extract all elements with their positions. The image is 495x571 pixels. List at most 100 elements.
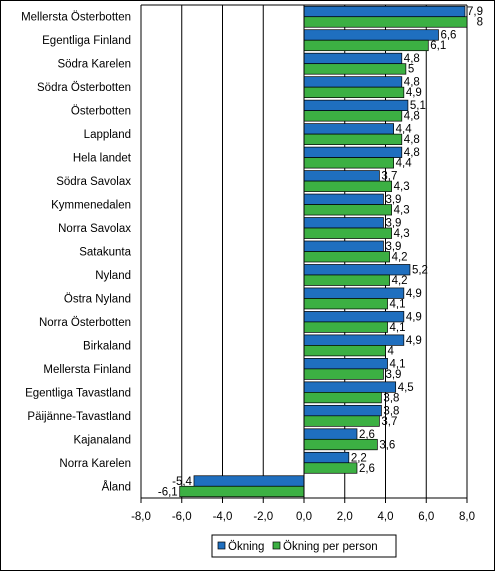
data-label: 3,8 xyxy=(383,405,399,417)
category-label: Egentliga Finland xyxy=(42,35,131,47)
bar-okning-per-person xyxy=(303,133,403,145)
data-label: 3,7 xyxy=(381,416,397,428)
bar-okning xyxy=(303,358,388,370)
bar-okning xyxy=(303,264,411,276)
bar-okning xyxy=(303,451,350,464)
bar-okning xyxy=(303,193,384,205)
category-label: Mellersta Finland xyxy=(43,364,131,376)
data-label: 4,9 xyxy=(406,311,422,323)
data-label: 4,1 xyxy=(390,358,406,370)
bar-okning-per-person xyxy=(303,63,407,75)
data-label: 3,9 xyxy=(385,194,401,206)
data-label: 4,3 xyxy=(394,228,410,240)
bar-okning-per-person xyxy=(303,16,468,28)
category-label: Egentliga Tavastland xyxy=(25,387,131,399)
data-label: 4,9 xyxy=(406,87,422,99)
bar-okning-per-person xyxy=(303,392,382,404)
data-label: 5 xyxy=(408,64,414,76)
data-label: 4,8 xyxy=(404,53,420,65)
category-label: Södra Savolax xyxy=(56,176,131,188)
bar-okning-per-person xyxy=(303,345,386,357)
bar-okning-per-person xyxy=(303,39,429,52)
x-tick-label: 8,0 xyxy=(459,511,475,523)
data-label: 4,1 xyxy=(390,298,406,310)
x-tick-label: -2,0 xyxy=(253,511,273,523)
bar-okning-per-person xyxy=(303,251,390,263)
bar-okning xyxy=(303,170,380,182)
bar-okning-per-person xyxy=(303,438,378,451)
category-label: Norra Österbotten xyxy=(39,317,131,329)
data-label: 4,8 xyxy=(404,134,420,146)
bar-okning-per-person xyxy=(303,110,403,122)
category-label: Södra Karelen xyxy=(57,59,131,71)
bar-okning-per-person xyxy=(303,180,392,192)
bar-okning xyxy=(193,475,305,487)
bar-okning xyxy=(303,76,403,88)
category-label: Lappland xyxy=(84,129,131,141)
data-label: 4,8 xyxy=(404,147,420,159)
x-tick-label: -8,0 xyxy=(131,511,151,523)
data-label: 3,9 xyxy=(385,218,401,230)
data-label: 6,6 xyxy=(440,30,456,42)
data-label: 2,2 xyxy=(351,452,367,464)
data-label: 4,9 xyxy=(406,288,422,300)
category-label: Hela landet xyxy=(73,153,132,165)
category-label: Norra Savolax xyxy=(58,223,131,235)
data-label: 4,2 xyxy=(392,252,408,264)
data-label: 4,2 xyxy=(392,275,408,287)
bar-okning-per-person xyxy=(303,204,392,216)
bar-okning xyxy=(303,52,403,65)
data-label: 4,1 xyxy=(390,322,406,334)
data-label: 4 xyxy=(388,345,395,357)
bar-okning xyxy=(303,29,439,41)
data-label: 3,6 xyxy=(379,439,395,451)
data-label: 8 xyxy=(477,17,483,29)
bar-okning-per-person xyxy=(303,86,405,99)
x-tick-label: -4,0 xyxy=(213,511,233,523)
legend-box xyxy=(211,534,397,558)
data-label: 3,9 xyxy=(385,241,401,253)
data-label: 3,7 xyxy=(381,171,397,183)
data-label: 4,8 xyxy=(404,111,420,123)
legend-swatch xyxy=(217,541,226,550)
bar-okning-per-person xyxy=(303,274,390,286)
category-label: Kajanaland xyxy=(73,434,131,446)
data-label: 4,4 xyxy=(396,124,413,136)
data-label: 5,2 xyxy=(412,264,428,276)
category-label: Mellersta Österbotten xyxy=(21,12,131,24)
data-label: -6,1 xyxy=(158,486,178,498)
data-label: 6,1 xyxy=(430,40,446,52)
category-label: Birkaland xyxy=(83,340,131,352)
bar-okning xyxy=(303,287,405,299)
x-tick-label: 0,0 xyxy=(296,511,312,523)
bar-okning xyxy=(303,404,382,417)
category-label: Satakunta xyxy=(79,247,131,259)
bar-okning-per-person xyxy=(303,157,395,169)
bar-okning xyxy=(303,428,358,440)
data-label: 4,9 xyxy=(406,335,422,347)
bar-okning xyxy=(303,99,409,111)
x-tick-label: 4,0 xyxy=(378,511,394,523)
bar-okning xyxy=(303,146,403,158)
data-label: 4,4 xyxy=(396,158,413,170)
x-tick-label: 6,0 xyxy=(418,511,434,523)
data-label: 4,8 xyxy=(404,77,420,89)
bar-okning xyxy=(303,334,405,346)
data-label: 4,3 xyxy=(394,181,410,193)
bar-okning-per-person xyxy=(303,298,388,310)
category-label: Nyland xyxy=(95,270,131,282)
data-label: 4,5 xyxy=(398,382,414,394)
bar-okning-per-person xyxy=(303,415,380,427)
data-label: 7,9 xyxy=(467,6,483,18)
bar-okning xyxy=(303,381,397,393)
data-label: 4,3 xyxy=(394,205,410,217)
bar-okning-per-person xyxy=(303,462,358,474)
category-label: Östra Nyland xyxy=(64,293,131,305)
x-tick-label: 2,0 xyxy=(337,511,353,523)
category-label: Päijänne-Tavastland xyxy=(27,411,131,423)
category-label: Norra Karelen xyxy=(59,458,131,470)
bar-okning xyxy=(303,123,395,135)
category-label: Österbotten xyxy=(71,106,131,118)
category-label: Kymmenedalen xyxy=(51,200,131,212)
x-tick-label: -6,0 xyxy=(172,511,192,523)
